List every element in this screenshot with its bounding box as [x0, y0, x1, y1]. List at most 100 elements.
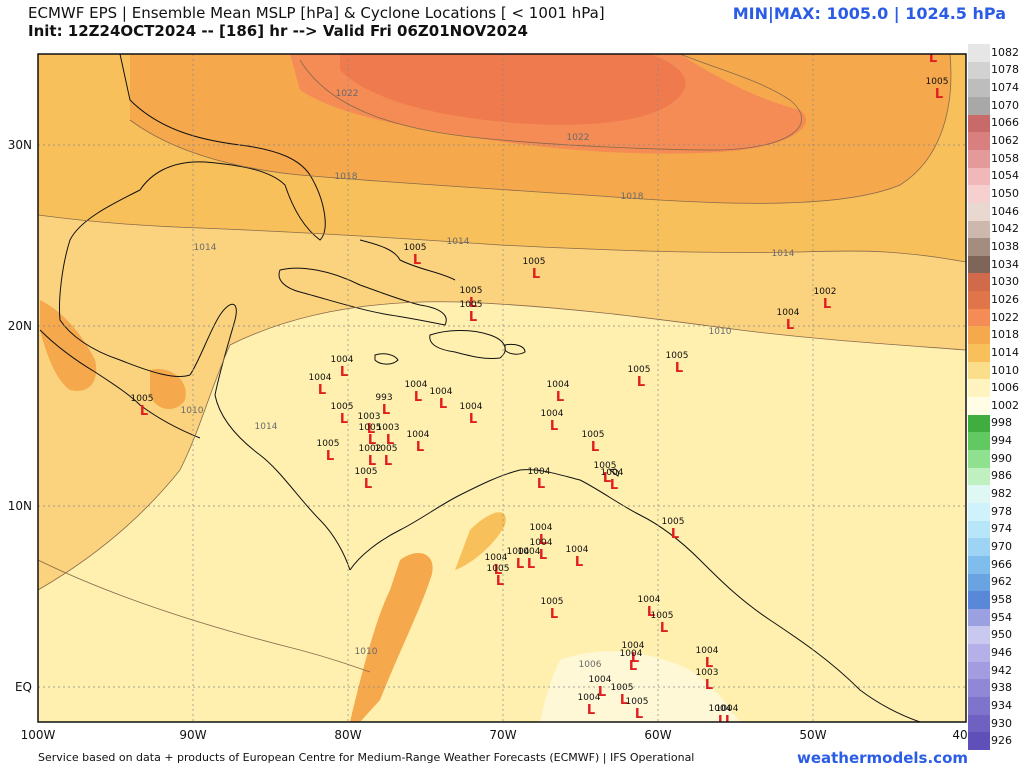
colorbar-label: 1066 [991, 116, 1019, 130]
init-valid-line: Init: 12Z24OCT2024 -- [186] hr --> Valid… [28, 22, 528, 40]
colorbar-cell [968, 114, 990, 133]
lat-label: 30N [8, 138, 32, 152]
cyclone-low-symbol: L [823, 297, 831, 312]
colorbar-label: 1070 [991, 98, 1019, 112]
cyclone-low-symbol: L [318, 383, 326, 398]
colorbar-label: 930 [991, 716, 1012, 730]
cyclone-value: 1004 [589, 675, 612, 685]
cyclone-low-symbol: L [384, 454, 392, 469]
cyclone-low-symbol: L [494, 563, 502, 578]
cyclone-value: 993 [375, 393, 392, 403]
cyclone-low-symbol: L [516, 557, 524, 572]
colorbar-label: 978 [991, 504, 1012, 518]
band-1010 [38, 301, 966, 722]
colorbar-cell [968, 502, 990, 522]
cyclone-value: 1004 [485, 553, 508, 563]
colorbar-label: 974 [991, 522, 1012, 536]
cyclone-value: 1004 [601, 468, 624, 478]
cyclone-value: 1005 [331, 402, 354, 412]
isobar-label: 1010 [355, 647, 378, 657]
cyclone-value: 1004 [638, 595, 661, 605]
colorbar-cell [968, 732, 990, 751]
colorbar-label: 986 [991, 469, 1012, 483]
cyclone-low-symbol: L [786, 318, 794, 333]
isobar-label: 1010 [709, 327, 732, 337]
cyclone-value: 1004 [696, 646, 719, 656]
isobars [38, 54, 966, 673]
colorbar-label: 1030 [991, 275, 1019, 289]
cyclone-low-symbol: L [647, 605, 655, 620]
colorbar-label: 926 [991, 734, 1012, 748]
cyclone-low-symbol: L [556, 390, 564, 405]
cyclone-value: 1004 [507, 547, 530, 557]
site-link[interactable]: weathermodels.com [796, 749, 968, 767]
cyclone-low-symbol: L [414, 390, 422, 405]
lon-label: 90W [179, 728, 206, 742]
lon-label: 100W [21, 728, 56, 742]
colorbar-cell [968, 44, 990, 63]
isobar-label: 1010 [181, 406, 204, 416]
isobar-label: 1006 [579, 660, 602, 670]
colorbar-cell [968, 167, 990, 186]
cyclone-value: 1004 [547, 380, 570, 390]
cyclone-value: 1004 [620, 649, 643, 659]
cyclone-value: 1004 [716, 704, 739, 714]
andes-streak [350, 552, 433, 722]
colorbar-cell [968, 679, 990, 698]
cyclone-value: 1004 [578, 693, 601, 703]
cam-high [40, 300, 97, 391]
colorbar-label: 1078 [991, 63, 1019, 77]
colorbar-label: 1026 [991, 292, 1019, 306]
colorbar-cell [968, 555, 990, 574]
colorbar-label: 1058 [991, 151, 1019, 165]
colorbar-cell [968, 697, 990, 716]
colorbar-label: 1034 [991, 257, 1019, 271]
cyclone-value: 1004 [777, 308, 800, 318]
cyclone-value: 1002 [814, 287, 837, 297]
longitude-labels: 100W 90W 80W 70W 60W 50W 40W [21, 728, 980, 742]
colorbar-label: 990 [991, 451, 1012, 465]
latitude-labels: 30N 20N 10N EQ [8, 138, 32, 694]
cyclone-low-symbol: L [610, 478, 618, 493]
cyclone-low-symbol: L [326, 449, 334, 464]
cyclone-value: 1004 [541, 409, 564, 419]
lat-label: EQ [15, 680, 32, 694]
cyclone-low-symbol: L [386, 433, 394, 448]
cyclone-low-symbol: L [591, 440, 599, 455]
colorbar-label: 938 [991, 681, 1012, 695]
cyclone-value: 1005 [460, 300, 483, 310]
cyclone-low-symbol: L [929, 51, 937, 66]
cyclone-value: 1005 [582, 430, 605, 440]
colorbar-label: 954 [991, 610, 1012, 624]
colorbar-cell [968, 326, 990, 345]
colorbar-label: 962 [991, 575, 1012, 589]
map-title: ECMWF EPS | Ensemble Mean MSLP [hPa] & C… [28, 4, 605, 22]
cyclone-low-symbol: L [368, 433, 376, 448]
cyclone-value: 1005 [404, 243, 427, 253]
isobar-label: 1018 [621, 192, 644, 202]
cyclone-low-symbol: L [367, 422, 375, 437]
cyclone-low-symbol: L [340, 365, 348, 380]
cyclone-value: 1004 [405, 380, 428, 390]
cyclone-low-symbol: L [469, 412, 477, 427]
